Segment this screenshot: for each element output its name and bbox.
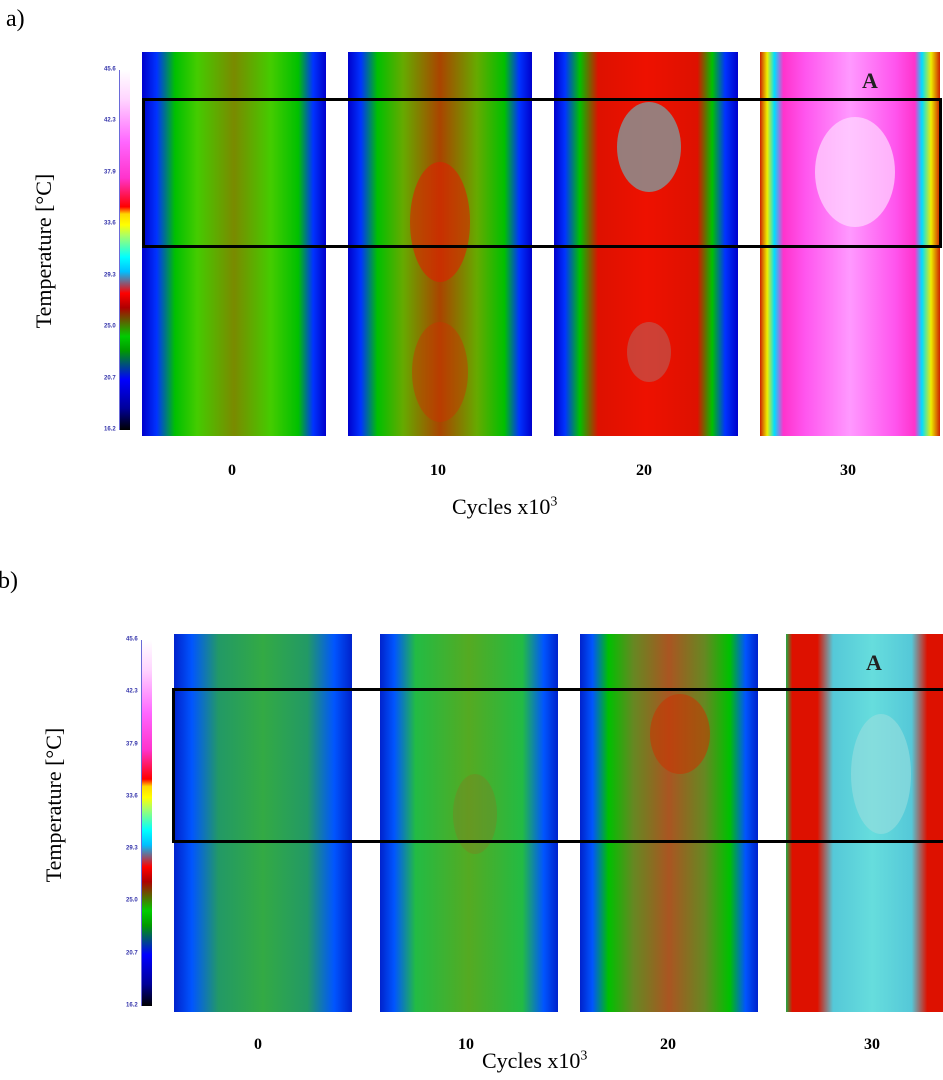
colorbar-tick: 45.6 bbox=[104, 66, 116, 73]
thermal-image-20 bbox=[554, 52, 738, 436]
x-tick-label: 0 bbox=[254, 1036, 262, 1053]
colorbar-tick: 29.3 bbox=[104, 272, 116, 279]
colorbar-tick: 45.6 bbox=[126, 636, 138, 643]
colorbar-tick: 25.0 bbox=[126, 897, 138, 904]
x-axis-title: Cycles x103 bbox=[482, 1048, 587, 1074]
x-axis-title: Cycles x103 bbox=[452, 494, 557, 520]
thermal-image-20 bbox=[580, 634, 758, 1012]
colorbar: 45.6 42.3 37.9 33.6 29.3 25.0 20.7 16.2 bbox=[104, 66, 134, 433]
colorbar-tick: 20.7 bbox=[126, 950, 138, 957]
thermal-image-0 bbox=[142, 52, 326, 436]
y-axis-label: Temperature [°C] bbox=[31, 173, 56, 329]
marker-a: A bbox=[862, 68, 878, 93]
region-of-interest-box bbox=[172, 688, 943, 843]
x-tick-label: 30 bbox=[840, 462, 856, 479]
colorbar-tick: 33.6 bbox=[126, 793, 138, 800]
colorbar-tick: 42.3 bbox=[126, 688, 138, 695]
colorbar-gradient bbox=[119, 70, 130, 430]
colorbar-tick: 37.9 bbox=[104, 169, 116, 176]
x-tick-label: 30 bbox=[864, 1036, 880, 1053]
colorbar-tick: 25.0 bbox=[104, 323, 116, 330]
colorbar-tick: 33.6 bbox=[104, 220, 116, 227]
colorbar-tick: 37.9 bbox=[126, 741, 138, 748]
colorbar-tick: 42.3 bbox=[104, 117, 116, 124]
colorbar-tick: 16.2 bbox=[126, 1002, 138, 1009]
x-axis-title-exponent: 3 bbox=[580, 1048, 588, 1064]
colorbar: 45.6 42.3 37.9 33.6 29.3 25.0 20.7 16.2 bbox=[126, 636, 156, 1009]
panel-a: a) Temperature [°C] 45.6 42.3 37.9 33.6 … bbox=[6, 6, 942, 520]
x-axis-title-exponent: 3 bbox=[550, 494, 558, 510]
colorbar-tick: 29.3 bbox=[126, 845, 138, 852]
x-tick-label: 0 bbox=[228, 462, 236, 479]
x-axis-title-text: Cycles x10 bbox=[452, 494, 551, 519]
thermal-image-30 bbox=[786, 634, 943, 1012]
marker-a: A bbox=[866, 650, 882, 675]
x-axis-title-text: Cycles x10 bbox=[482, 1048, 581, 1073]
x-tick-label: 20 bbox=[660, 1036, 676, 1053]
thermal-image-0 bbox=[174, 634, 352, 1012]
x-tick-label: 10 bbox=[458, 1036, 474, 1053]
x-tick-label: 20 bbox=[636, 462, 652, 479]
thermal-image-10 bbox=[380, 634, 558, 1012]
x-tick-label: 10 bbox=[430, 462, 446, 479]
panel-b: b) Temperature [°C] 45.6 42.3 37.9 33.6 … bbox=[0, 560, 943, 1080]
thermal-image-30 bbox=[760, 52, 940, 436]
y-axis-label: Temperature [°C] bbox=[41, 727, 66, 883]
colorbar-gradient bbox=[141, 640, 152, 1006]
panel-label: a) bbox=[6, 6, 25, 32]
colorbar-tick: 16.2 bbox=[104, 426, 116, 433]
panel-label: b) bbox=[0, 568, 18, 594]
region-of-interest-box bbox=[142, 98, 942, 248]
colorbar-tick: 20.7 bbox=[104, 375, 116, 382]
thermal-image-10 bbox=[348, 52, 532, 436]
